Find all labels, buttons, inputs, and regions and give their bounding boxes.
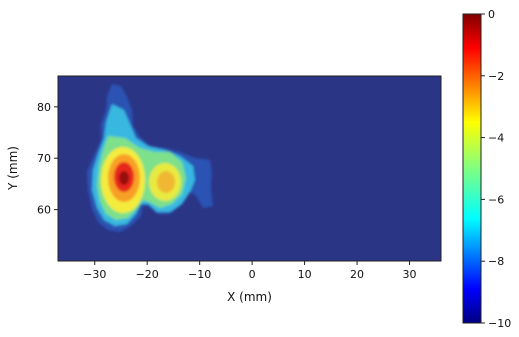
plot-frame	[57, 75, 442, 262]
colorbar-tick-label: −8	[488, 255, 504, 268]
y-tick-label: 60	[37, 204, 51, 217]
y-axis: 60 70 80	[37, 101, 58, 217]
heat-contour-orange-secondary	[157, 171, 175, 193]
x-tick-label: 10	[298, 268, 312, 281]
heat-field	[87, 84, 213, 232]
x-axis: −30 −20 −10 0 10 20 30	[83, 261, 417, 281]
x-tick-label: 20	[350, 268, 364, 281]
x-tick-label: −10	[188, 268, 211, 281]
colorbar-tick-label: 0	[488, 8, 495, 21]
y-tick-label: 70	[37, 152, 51, 165]
x-tick-label: 0	[249, 268, 256, 281]
colorbar-ticks: 0 −2 −4 −6 −8 −10	[481, 8, 511, 330]
x-axis-label: X (mm)	[227, 290, 272, 304]
colorbar-tick-label: −6	[488, 193, 504, 206]
colorbar-tick-label: −4	[488, 132, 504, 145]
x-tick-label: 30	[403, 268, 417, 281]
colorbar-tick-label: −10	[488, 317, 511, 330]
y-tick-label: 80	[37, 101, 51, 114]
heat-peak	[119, 171, 129, 185]
colorbar-tick-label: −2	[488, 70, 504, 83]
x-tick-label: −20	[136, 268, 159, 281]
y-axis-label: Y (mm)	[6, 146, 20, 191]
colorbar	[462, 13, 482, 324]
x-tick-label: −30	[83, 268, 106, 281]
